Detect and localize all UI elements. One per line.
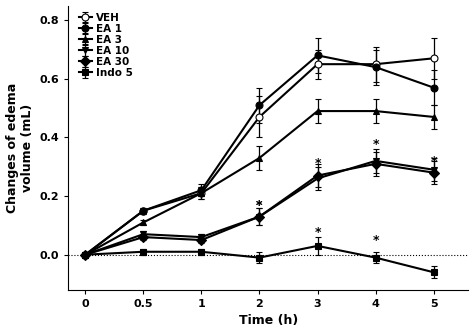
Text: *: * [372,234,379,247]
X-axis label: Time (h): Time (h) [238,314,298,327]
Text: *: * [256,199,263,212]
Text: *: * [256,199,263,212]
Text: *: * [430,268,437,281]
Text: *: * [314,157,321,170]
Text: *: * [314,225,321,238]
Text: *: * [430,155,437,168]
Text: *: * [372,138,379,151]
Legend: VEH, EA 1, EA 3, EA 10, EA 30, Indo 5: VEH, EA 1, EA 3, EA 10, EA 30, Indo 5 [77,11,135,80]
Y-axis label: Changes of edema
volume (mL): Changes of edema volume (mL) [6,83,34,213]
